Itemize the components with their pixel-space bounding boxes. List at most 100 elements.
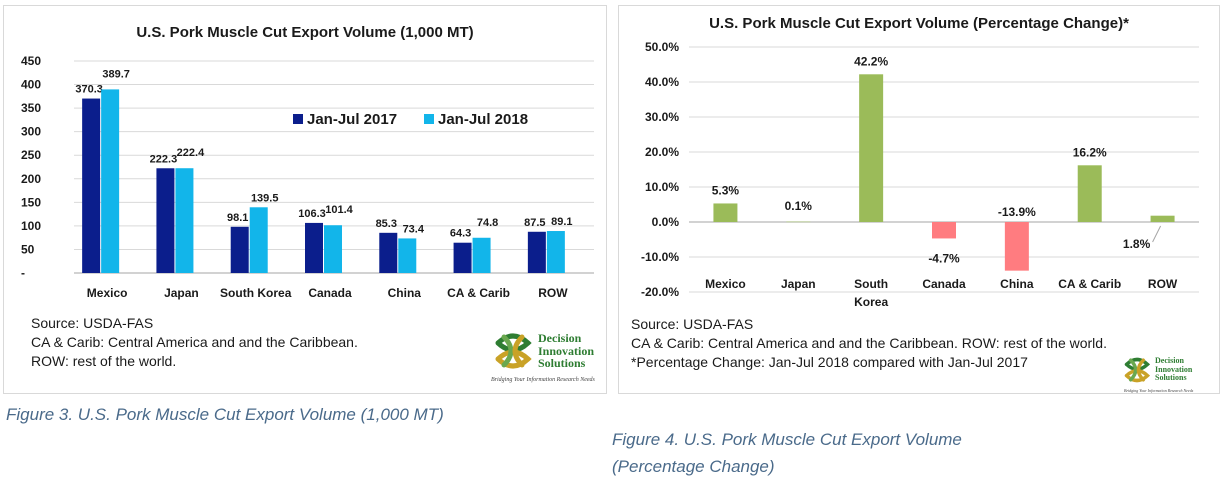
bar-value-label: 1.8% (1123, 237, 1151, 251)
y-tick-label: 50.0% (645, 40, 679, 54)
y-tick-label: 150 (21, 195, 41, 209)
x-category-label: Mexico (87, 286, 128, 300)
knot-logo-icon (495, 333, 532, 369)
y-tick-label: -20.0% (641, 285, 679, 299)
x-category-label: CA & Carib (1058, 277, 1121, 291)
bar-percent-change (786, 221, 811, 223)
bar-value-label: 0.1% (785, 199, 813, 213)
percent-change-chart-panel: U.S. Pork Muscle Cut Export Volume (Perc… (618, 5, 1220, 394)
volume-chart-notes: Source: USDA-FAS CA & Carib: Central Ame… (31, 314, 358, 371)
bar-value-label: 89.1 (551, 216, 572, 228)
label-leader-line (1152, 225, 1162, 243)
y-tick-label: 300 (21, 125, 41, 139)
percent-change-bar-chart: -20.0% -10.0% 0.0% 10.0% 20.0% 30.0% 40.0% 50.0… (641, 40, 1199, 309)
bar-value-label: -4.7% (928, 251, 960, 265)
logo-tagline: Bridging Your Information Research Needs (491, 377, 595, 383)
bar-2018 (472, 237, 491, 273)
bar-value-label: 389.7 (102, 68, 130, 80)
bar-value-label: 139.5 (251, 192, 279, 204)
bar-2018 (175, 168, 194, 273)
bar-2017 (379, 232, 398, 273)
y-tick-label: 250 (21, 148, 41, 162)
bar-value-label: 64.3 (450, 228, 471, 240)
figure-4-caption-line-1: Figure 4. U.S. Pork Muscle Cut Export Vo… (612, 430, 962, 449)
volume-bar-chart: - 50 100 150 200 250 300 350 400 450 Mexico 370.3 38… (21, 54, 594, 300)
bar-value-label: 85.3 (376, 218, 397, 230)
x-category-label: Mexico (705, 277, 746, 291)
source-note: Source: USDA-FAS (631, 316, 754, 332)
legend-label: Jan-Jul 2017 (307, 111, 397, 128)
logo-line-1: Decision (1155, 356, 1184, 366)
logo-line-1: Decision (538, 331, 582, 346)
bar-2017 (156, 168, 175, 273)
bar-2017 (230, 226, 249, 273)
bar-value-label: 106.3 (298, 208, 326, 220)
x-category-label: South (854, 277, 888, 291)
bar-value-label: 87.5 (524, 217, 545, 229)
logo-line-3: Solutions (538, 356, 586, 371)
y-tick-label: 0.0% (652, 215, 680, 229)
y-tick-label: 40.0% (645, 75, 679, 89)
knot-logo-icon (1124, 357, 1151, 383)
bar-value-label: 222.4 (177, 147, 205, 159)
company-logo: Decision Innovation Solutions (1122, 356, 1192, 384)
figure-4-caption-line-2: (Percentage Change) (612, 457, 775, 476)
bar-percent-change (859, 74, 884, 222)
bar-percent-change (932, 222, 956, 239)
bar-value-label: 98.1 (227, 212, 248, 224)
bar-2018 (101, 89, 120, 274)
x-category-label: South Korea (220, 286, 292, 300)
ca-carib-row-note: CA & Carib: Central America and and the … (631, 335, 1107, 351)
bar-value-label: 42.2% (854, 54, 888, 68)
legend-label: Jan-Jul 2018 (438, 111, 528, 128)
y-tick-label: 350 (21, 101, 41, 115)
row-note: ROW: rest of the world. (31, 353, 177, 369)
bar-value-label: 73.4 (403, 223, 425, 235)
x-category-label: Canada (308, 286, 352, 300)
y-tick-label: 10.0% (645, 180, 679, 194)
logo-line-2: Innovation (1155, 364, 1193, 374)
logo-tagline: Bridging Your Information Research Needs (1124, 388, 1194, 393)
x-category-label: China (1000, 277, 1034, 291)
y-tick-label: 450 (21, 54, 41, 68)
bar-2018 (249, 207, 268, 273)
y-tick-label: 50 (21, 242, 35, 256)
x-category-label: CA & Carib (447, 286, 510, 300)
bar-value-label: 222.3 (150, 153, 178, 165)
percent-change-note: *Percentage Change: Jan-Jul 2018 compare… (631, 354, 1028, 370)
x-category-label: ROW (538, 286, 568, 300)
volume-chart-title: U.S. Pork Muscle Cut Export Volume (1,00… (136, 24, 474, 41)
bar-value-label: 101.4 (325, 204, 353, 216)
bar-value-label: -13.9% (998, 205, 1036, 219)
percent-chart-title: U.S. Pork Muscle Cut Export Volume (Perc… (709, 15, 1129, 32)
x-category-label: Canada (922, 277, 966, 291)
y-tick-label: 200 (21, 172, 41, 186)
legend-swatch (424, 114, 434, 124)
company-logo: Decision Innovation Solutions (492, 331, 594, 371)
bar-2017 (527, 231, 546, 273)
bar-value-label: 5.3% (712, 183, 740, 197)
bar-value-label: 74.8 (477, 217, 498, 229)
y-tick-label: 20.0% (645, 145, 679, 159)
bar-2018 (398, 238, 417, 273)
bar-value-label: 16.2% (1073, 145, 1107, 159)
logo-line-2: Innovation (538, 343, 595, 358)
y-tick-label: -10.0% (641, 250, 679, 264)
y-tick-label: 100 (21, 219, 41, 233)
bar-2018 (324, 225, 342, 273)
bar-2017 (305, 222, 323, 273)
volume-chart-panel: U.S. Pork Muscle Cut Export Volume (1,00… (3, 5, 607, 394)
bar-percent-change (1077, 165, 1102, 222)
percent-chart-notes: Source: USDA-FAS CA & Carib: Central Ame… (631, 315, 1107, 372)
x-category-label: Korea (854, 295, 888, 309)
figure-3-caption: Figure 3. U.S. Pork Muscle Cut Export Vo… (6, 405, 444, 424)
source-note: Source: USDA-FAS (31, 315, 154, 331)
logo-line-3: Solutions (1155, 373, 1187, 383)
bar-value-label: 370.3 (75, 84, 103, 96)
bar-2018 (546, 231, 565, 273)
bar-percent-change (1004, 222, 1029, 271)
bar-percent-change (713, 203, 738, 222)
x-category-label: ROW (1148, 277, 1178, 291)
bar-2017 (82, 98, 101, 274)
x-category-label: Japan (781, 277, 816, 291)
